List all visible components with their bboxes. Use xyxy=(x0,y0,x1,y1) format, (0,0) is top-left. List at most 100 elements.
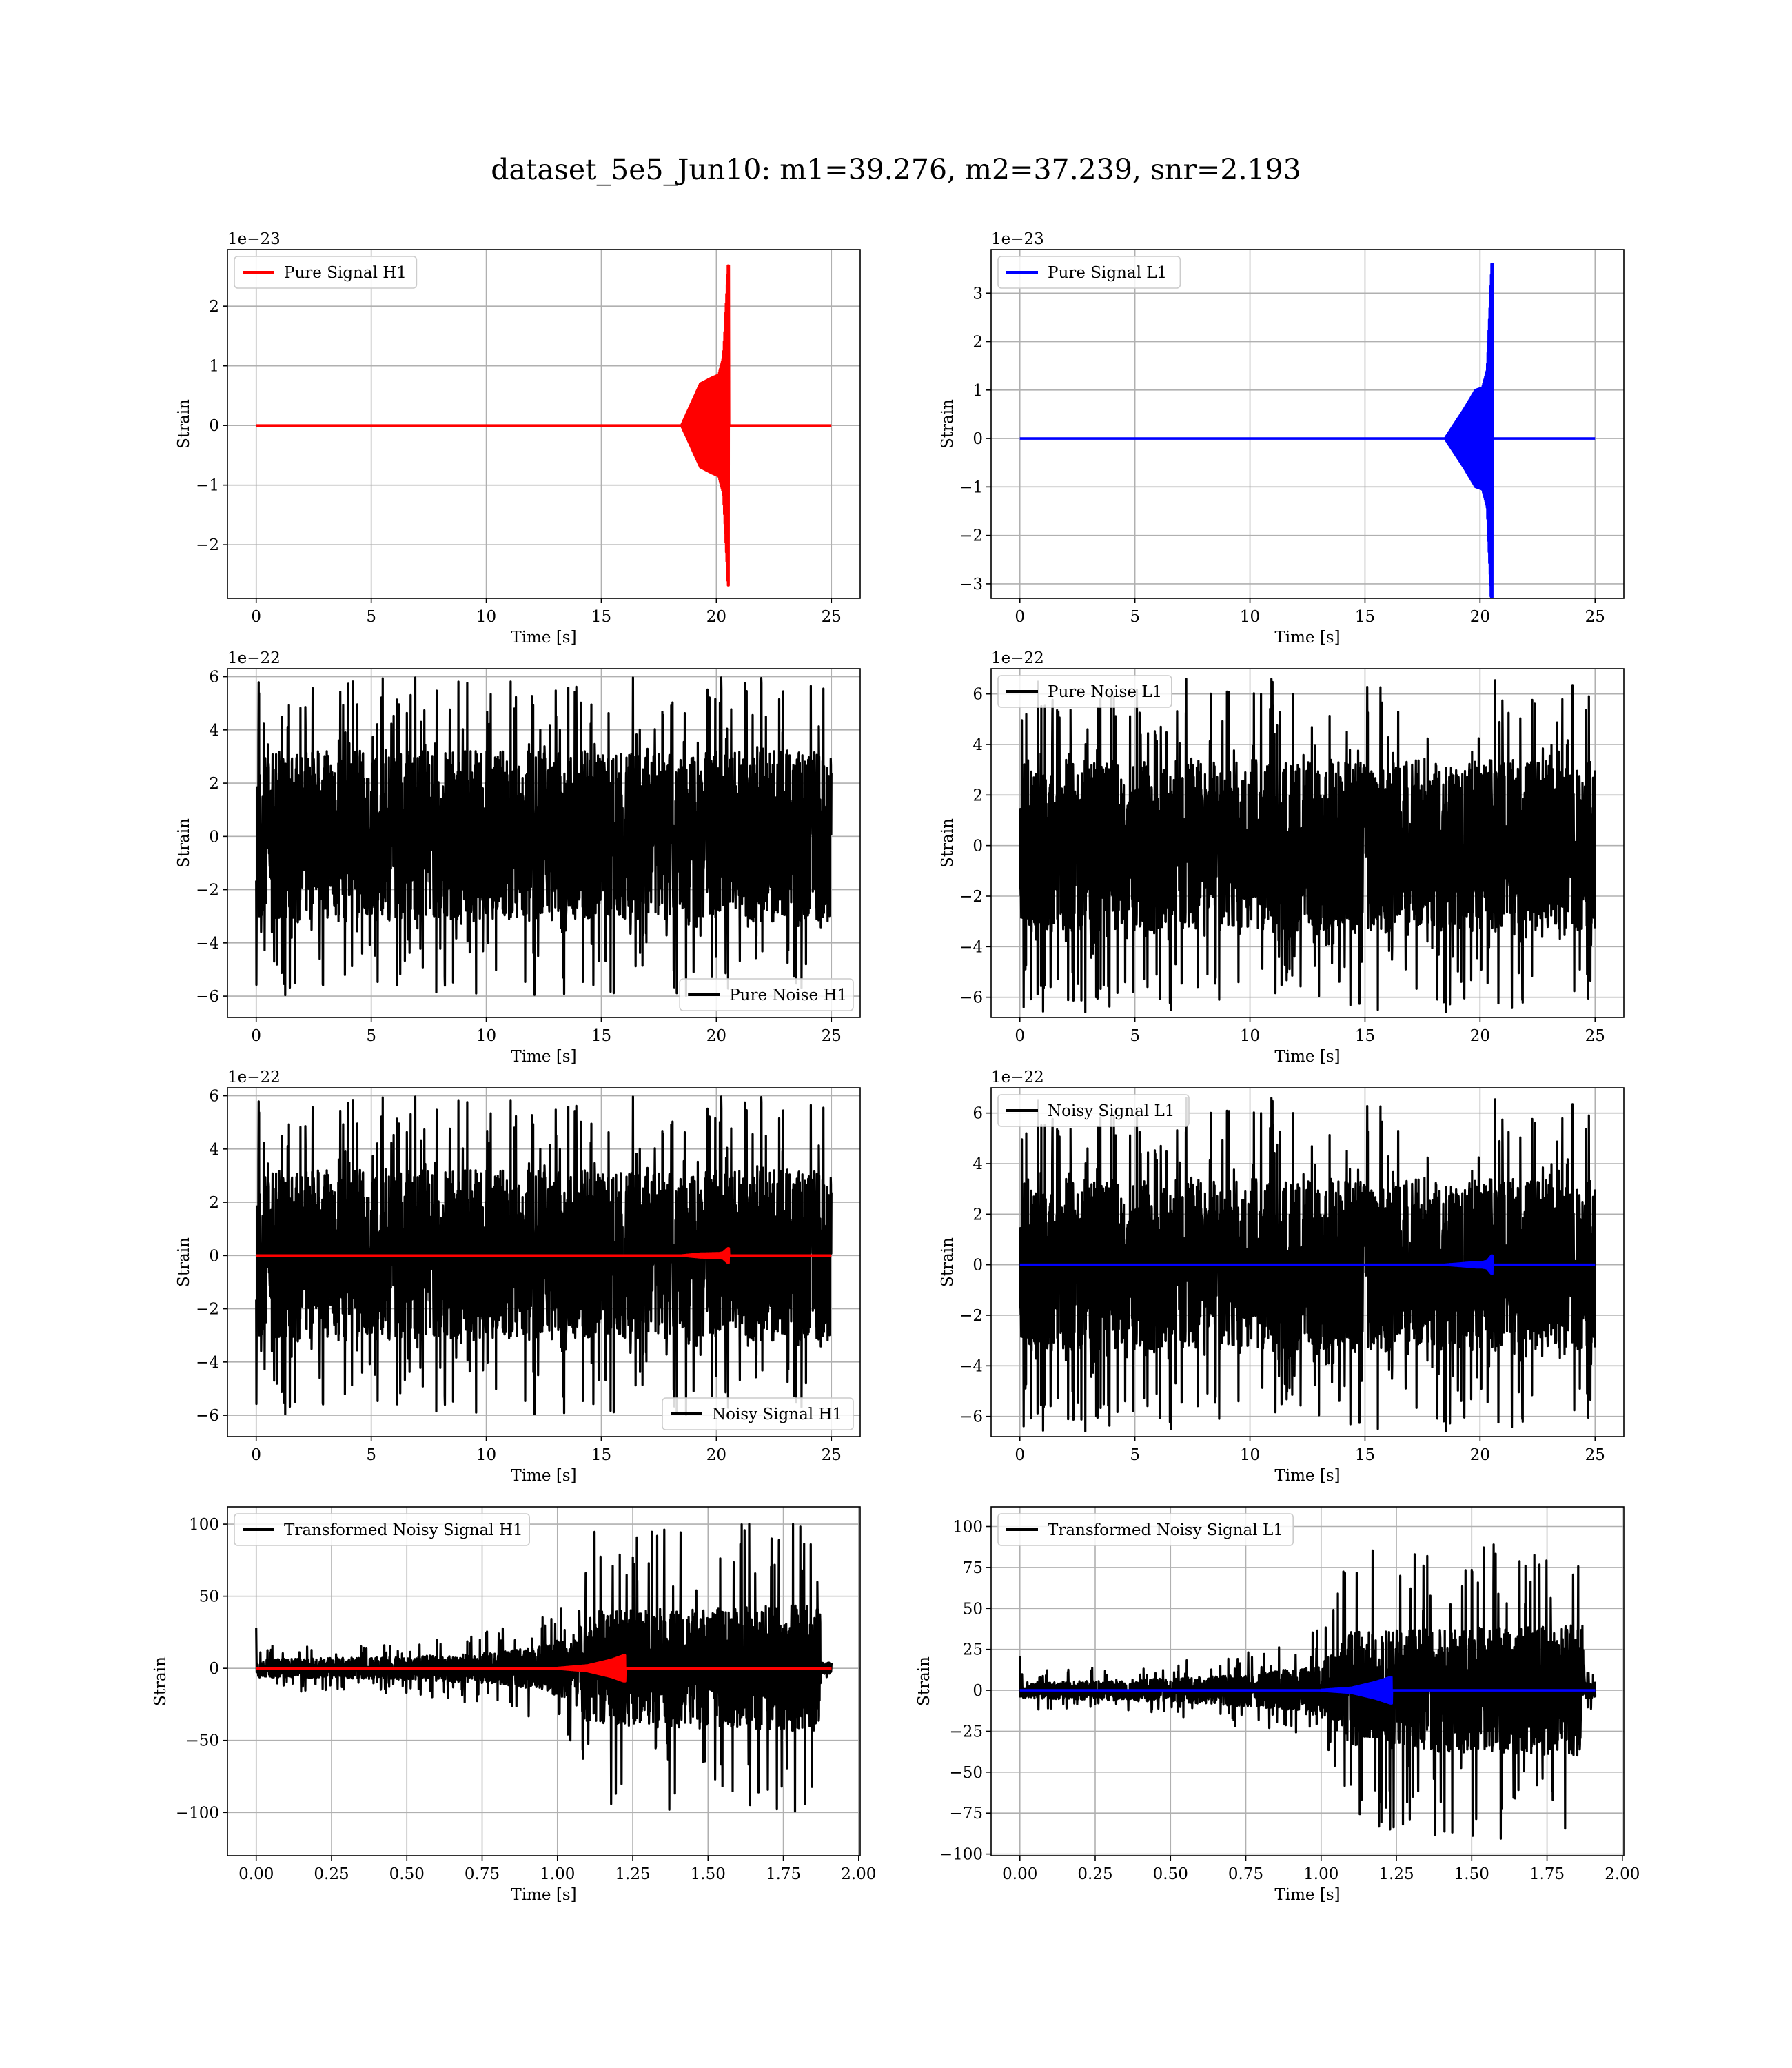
x-tick-label: 15 xyxy=(591,1446,611,1464)
x-tick-label: 0 xyxy=(251,608,261,626)
offset-label: 1e−22 xyxy=(227,1068,281,1086)
x-axis-label: Time [s] xyxy=(511,629,576,647)
series-line-chirp-overlay xyxy=(255,1654,833,1683)
y-tick-label: −2 xyxy=(959,888,983,906)
y-tick-label: 2 xyxy=(973,334,983,352)
series-line-chirp-overlay xyxy=(1019,1676,1596,1705)
x-tick-label: 25 xyxy=(1585,1446,1605,1464)
axes-frame xyxy=(227,668,861,1018)
x-tick-label: 20 xyxy=(706,1446,726,1464)
x-tick-label: 0.75 xyxy=(1228,1865,1263,1883)
subplot-pure-noise-h1: 0 5 10 15 20 25 −6 −4 −2 0 2 4 6 Time [s] Strain 1e−22 P… xyxy=(175,649,861,1066)
x-tick-label: 15 xyxy=(1355,608,1375,626)
series-line-chirp-overlay xyxy=(1019,1254,1596,1275)
y-tick-label: −50 xyxy=(185,1732,219,1750)
y-tick-label: −6 xyxy=(959,989,983,1007)
legend-box xyxy=(234,256,418,289)
y-tick-label: −4 xyxy=(196,935,219,953)
plot-area xyxy=(255,1523,833,1813)
series-line-noisy-signal-l1 xyxy=(1019,1097,1596,1432)
y-tick-label: 2 xyxy=(973,787,983,804)
y-tick-label: 3 xyxy=(973,285,983,303)
y-tick-label: −2 xyxy=(196,1301,219,1319)
x-tick-label: 1.25 xyxy=(615,1865,650,1883)
y-tick-label: 6 xyxy=(973,1105,983,1123)
legend-label: Noisy Signal H1 xyxy=(712,1406,842,1423)
x-tick-label: 5 xyxy=(366,1446,376,1464)
x-tick-label: 0.25 xyxy=(314,1865,349,1883)
x-axis-label: Time [s] xyxy=(1274,629,1340,647)
subplot-pure-signal-l1: 0 5 10 15 20 25 −3 −2 −1 0 1 2 3 Time [s] Strain 1e−23P… xyxy=(939,230,1625,647)
legend: Pure Signal H1 xyxy=(234,256,418,289)
x-tick-label: 20 xyxy=(706,1027,726,1045)
x-tick-label: 10 xyxy=(476,608,496,626)
x-tick-label: 0.50 xyxy=(389,1865,425,1883)
series-line-pure-signal-l1 xyxy=(1019,263,1596,598)
series-line-pure-noise-h1 xyxy=(255,676,833,997)
x-tick-label: 15 xyxy=(1355,1027,1375,1045)
subplot-noisy-signal-l1: 0 5 10 15 20 25 −6 −4 −2 0 2 4 6 Time [s] Strain 1e−22N… xyxy=(939,1068,1625,1485)
y-tick-label: 0 xyxy=(973,1682,983,1700)
legend-label: Pure Noise L1 xyxy=(1048,683,1162,701)
y-axis-label: Strain xyxy=(939,1237,957,1287)
x-tick-label: 5 xyxy=(1130,608,1140,626)
y-tick-label: −25 xyxy=(949,1723,983,1741)
series-line-transformed-noisy-signal-l1 xyxy=(1019,1543,1597,1840)
y-tick-label: −6 xyxy=(196,988,219,1006)
x-tick-label: 20 xyxy=(1470,1446,1490,1464)
x-axis-label: Time [s] xyxy=(511,1886,576,1904)
legend-label: Noisy Signal L1 xyxy=(1048,1102,1174,1120)
y-tick-label: −4 xyxy=(959,938,983,956)
x-tick-label: 2.00 xyxy=(841,1865,876,1883)
x-tick-label: 0.50 xyxy=(1153,1865,1188,1883)
y-tick-label: −50 xyxy=(949,1764,983,1782)
y-tick-label: −1 xyxy=(196,477,219,495)
plot-area xyxy=(255,676,833,997)
legend: Transformed Noisy Signal L1 xyxy=(997,1513,1294,1546)
y-tick-label: 1 xyxy=(209,358,219,376)
offset-label: 1e−23 xyxy=(227,230,281,248)
y-tick-label: 2 xyxy=(973,1206,983,1224)
legend-box xyxy=(997,1094,1190,1127)
y-tick-label: 6 xyxy=(209,1088,219,1106)
y-axis-label: Strain xyxy=(175,818,193,868)
legend-box xyxy=(662,1397,854,1430)
y-axis-label: Strain xyxy=(939,399,957,449)
x-tick-label: 25 xyxy=(1585,1027,1605,1045)
axes-frame xyxy=(990,1506,1625,1856)
x-tick-label: 10 xyxy=(1240,608,1260,626)
plot-area xyxy=(1019,1097,1596,1432)
x-tick-label: 25 xyxy=(822,1446,842,1464)
y-axis-label: Strain xyxy=(152,1656,170,1706)
y-tick-label: 0 xyxy=(973,1257,983,1275)
legend: Transformed Noisy Signal H1 xyxy=(234,1513,531,1546)
series-line-noisy-signal-h1 xyxy=(255,1095,833,1417)
series-line-pure-noise-l1 xyxy=(1019,678,1596,1013)
legend-box xyxy=(997,675,1172,708)
x-tick-label: 0.75 xyxy=(465,1865,500,1883)
series-line-chirp-overlay xyxy=(255,1247,833,1264)
y-tick-label: −4 xyxy=(196,1354,219,1372)
y-tick-label: 100 xyxy=(189,1516,219,1534)
legend-label: Transformed Noisy Signal H1 xyxy=(284,1521,523,1539)
y-tick-label: −2 xyxy=(959,1307,983,1325)
y-tick-label: 4 xyxy=(209,722,219,740)
x-tick-label: 1.75 xyxy=(1529,1865,1565,1883)
x-tick-label: 5 xyxy=(366,608,376,626)
x-tick-label: 10 xyxy=(1240,1446,1260,1464)
x-tick-label: 1.50 xyxy=(1454,1865,1489,1883)
y-tick-label: 75 xyxy=(963,1559,983,1577)
subplot-noisy-signal-h1: 0 5 10 15 20 25 −6 −4 −2 0 2 4 6 Time [s] Strain 1e−22 N… xyxy=(175,1068,861,1485)
y-tick-label: 0 xyxy=(973,838,983,855)
offset-label: 1e−23 xyxy=(991,230,1044,248)
x-tick-label: 1.00 xyxy=(1303,1865,1338,1883)
plot-area xyxy=(255,1095,833,1417)
y-tick-label: −2 xyxy=(196,882,219,900)
legend-box xyxy=(679,978,854,1011)
axes-frame xyxy=(990,1087,1625,1437)
x-tick-label: 10 xyxy=(476,1027,496,1045)
y-tick-label: 4 xyxy=(209,1141,219,1159)
legend: Noisy Signal H1 xyxy=(662,1397,854,1430)
y-tick-label: 2 xyxy=(209,775,219,793)
plot-area xyxy=(1019,678,1596,1013)
